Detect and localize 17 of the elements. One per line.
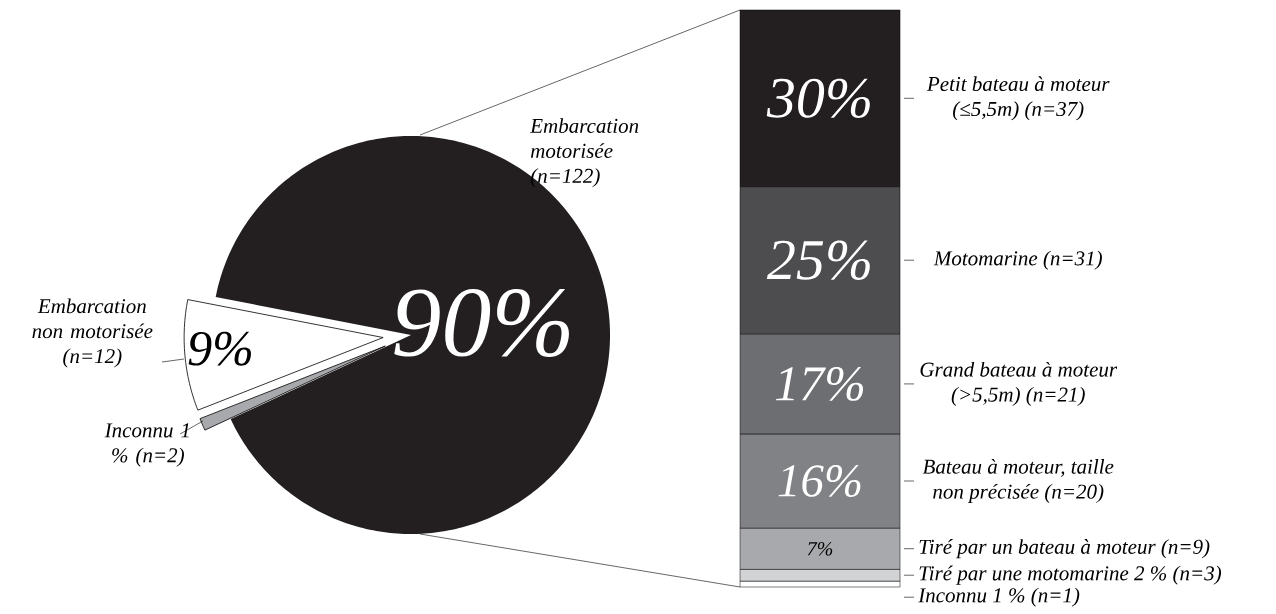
- data-label: 30%: [766, 78, 870, 118]
- series-label: Bateau à moteur, taille non précisée (n=20): [922, 458, 1114, 504]
- data-label: 7%: [807, 541, 833, 556]
- legend-label: Tiré par une motomarine 2 % (n=3): [919, 565, 1222, 585]
- legend-label: Tiré par un bateau à moteur (n=9): [919, 539, 1210, 559]
- data-label: 90%: [394, 289, 569, 357]
- data-label: 16%: [778, 465, 861, 497]
- data-label: 25%: [766, 240, 870, 280]
- data-label: 17%: [775, 366, 863, 401]
- slice-label: Inconnu 1 % (n=2): [104, 423, 189, 467]
- series-label: Grand bateau à moteur (>5,5m) (n=21): [920, 361, 1118, 406]
- legend-label: Inconnu 1 % (n=1): [918, 587, 1080, 607]
- slice-label: Embarcation non motorisée (n=12): [32, 298, 153, 368]
- series-label: Petit bateau à moteur (≤5,5m) (n=37): [926, 76, 1110, 121]
- slice-label: Embarcation motorisée (n=122): [529, 118, 639, 188]
- data-label: 9%: [188, 331, 251, 366]
- series-label: Motomarine (n=31): [933, 250, 1102, 270]
